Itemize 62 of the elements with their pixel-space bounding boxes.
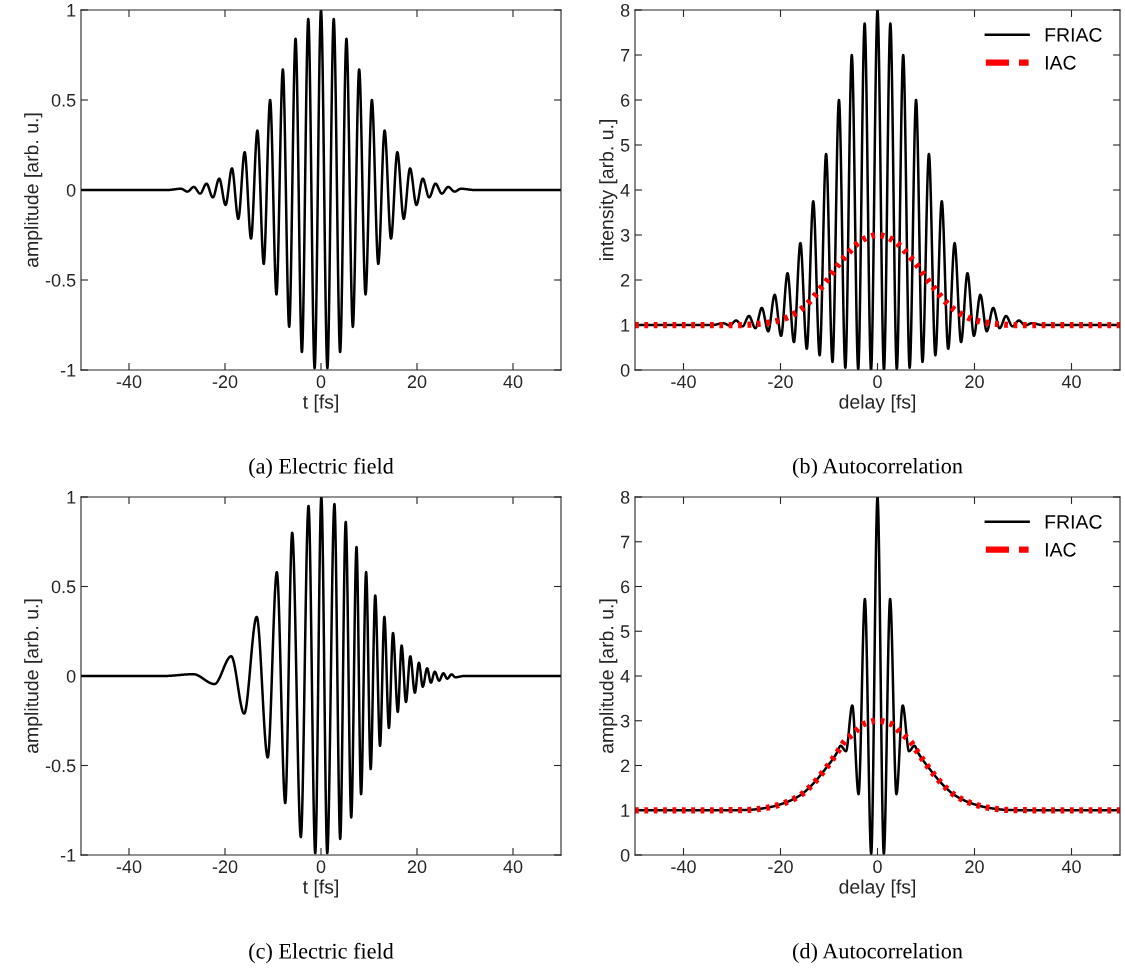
y-tick-label: 5	[620, 625, 630, 638]
y-tick-label: 1	[621, 319, 630, 332]
x-tick-label: 20	[407, 860, 427, 874]
x-tick-label: 0	[316, 860, 326, 874]
x-axis-title: delay [fs]	[839, 394, 916, 413]
x-tick-label: -20	[212, 375, 238, 389]
y-tick-label: 8	[620, 490, 630, 504]
y-axis-title: amplitude [arb. u.]	[24, 113, 43, 267]
x-tick-label: 40	[1061, 375, 1081, 389]
y-tick-label: -1	[60, 364, 76, 377]
x-tick-label: 0	[873, 860, 882, 874]
y-tick-label: 1	[67, 491, 76, 504]
y-tick-label: 0.5	[51, 580, 76, 594]
y-tick-label: -0.5	[45, 273, 76, 287]
x-axis-title: delay [fs]	[839, 879, 916, 898]
y-tick-label: 6	[621, 93, 630, 107]
text: (c) Electric field	[249, 942, 394, 964]
x-tick-label: -20	[212, 860, 238, 874]
y-tick-label: 2	[621, 759, 630, 773]
x-tick-label: 40	[503, 375, 523, 389]
y-tick-label: -0.5	[45, 759, 76, 773]
y-tick-label: 3	[620, 228, 630, 242]
x-tick-label: 40	[503, 860, 523, 874]
y-tick-label: 1	[621, 804, 630, 817]
y-tick-label: 3	[620, 714, 630, 728]
y-tick-label: 4	[620, 184, 630, 197]
text: (b) Autocorrelation	[793, 457, 963, 479]
x-tick-label: -20	[768, 375, 793, 389]
y-tick-label: 0	[620, 363, 630, 377]
x-tick-label: -20	[768, 860, 793, 874]
y-tick-label: 0.5	[51, 93, 76, 107]
x-tick-label: 0	[316, 375, 326, 389]
x-tick-label: -40	[671, 860, 696, 874]
text: (a) Electric field	[249, 457, 394, 479]
y-tick-label: -1	[60, 849, 76, 862]
y-axis-title: intensity [arb. u.]	[599, 120, 618, 261]
x-tick-label: 0	[873, 375, 882, 389]
x-tick-label: 20	[407, 375, 427, 389]
y-tick-label: 1	[67, 4, 76, 17]
y-tick-label: 5	[620, 139, 630, 152]
legend-label: IAC	[1045, 55, 1076, 70]
y-tick-label: 0	[620, 848, 630, 862]
x-tick-label: 20	[965, 375, 984, 389]
x-tick-label: -40	[116, 375, 142, 389]
y-tick-label: 7	[621, 49, 630, 62]
y-tick-label: 4	[620, 670, 630, 683]
y-tick-label: 2	[621, 273, 630, 287]
x-tick-label: -40	[671, 375, 696, 389]
y-tick-label: 6	[621, 580, 630, 594]
x-tick-label: 40	[1061, 860, 1081, 874]
x-tick-label: 20	[965, 860, 984, 874]
y-tick-label: 7	[621, 535, 630, 549]
x-axis-title: t [fs]	[302, 394, 338, 413]
y-tick-label: 0	[66, 183, 76, 197]
x-axis-title: t [fs]	[302, 879, 338, 898]
y-axis-title: amplitude [arb. u.]	[599, 599, 618, 753]
y-axis-title: amplitude [arb. u.]	[24, 599, 43, 753]
x-tick-label: -40	[116, 860, 142, 874]
y-tick-label: 8	[620, 3, 630, 17]
text: (d) Autocorrelation	[793, 942, 963, 964]
y-tick-label: 0	[66, 669, 76, 683]
legend-label: FRIAC	[1045, 28, 1102, 42]
